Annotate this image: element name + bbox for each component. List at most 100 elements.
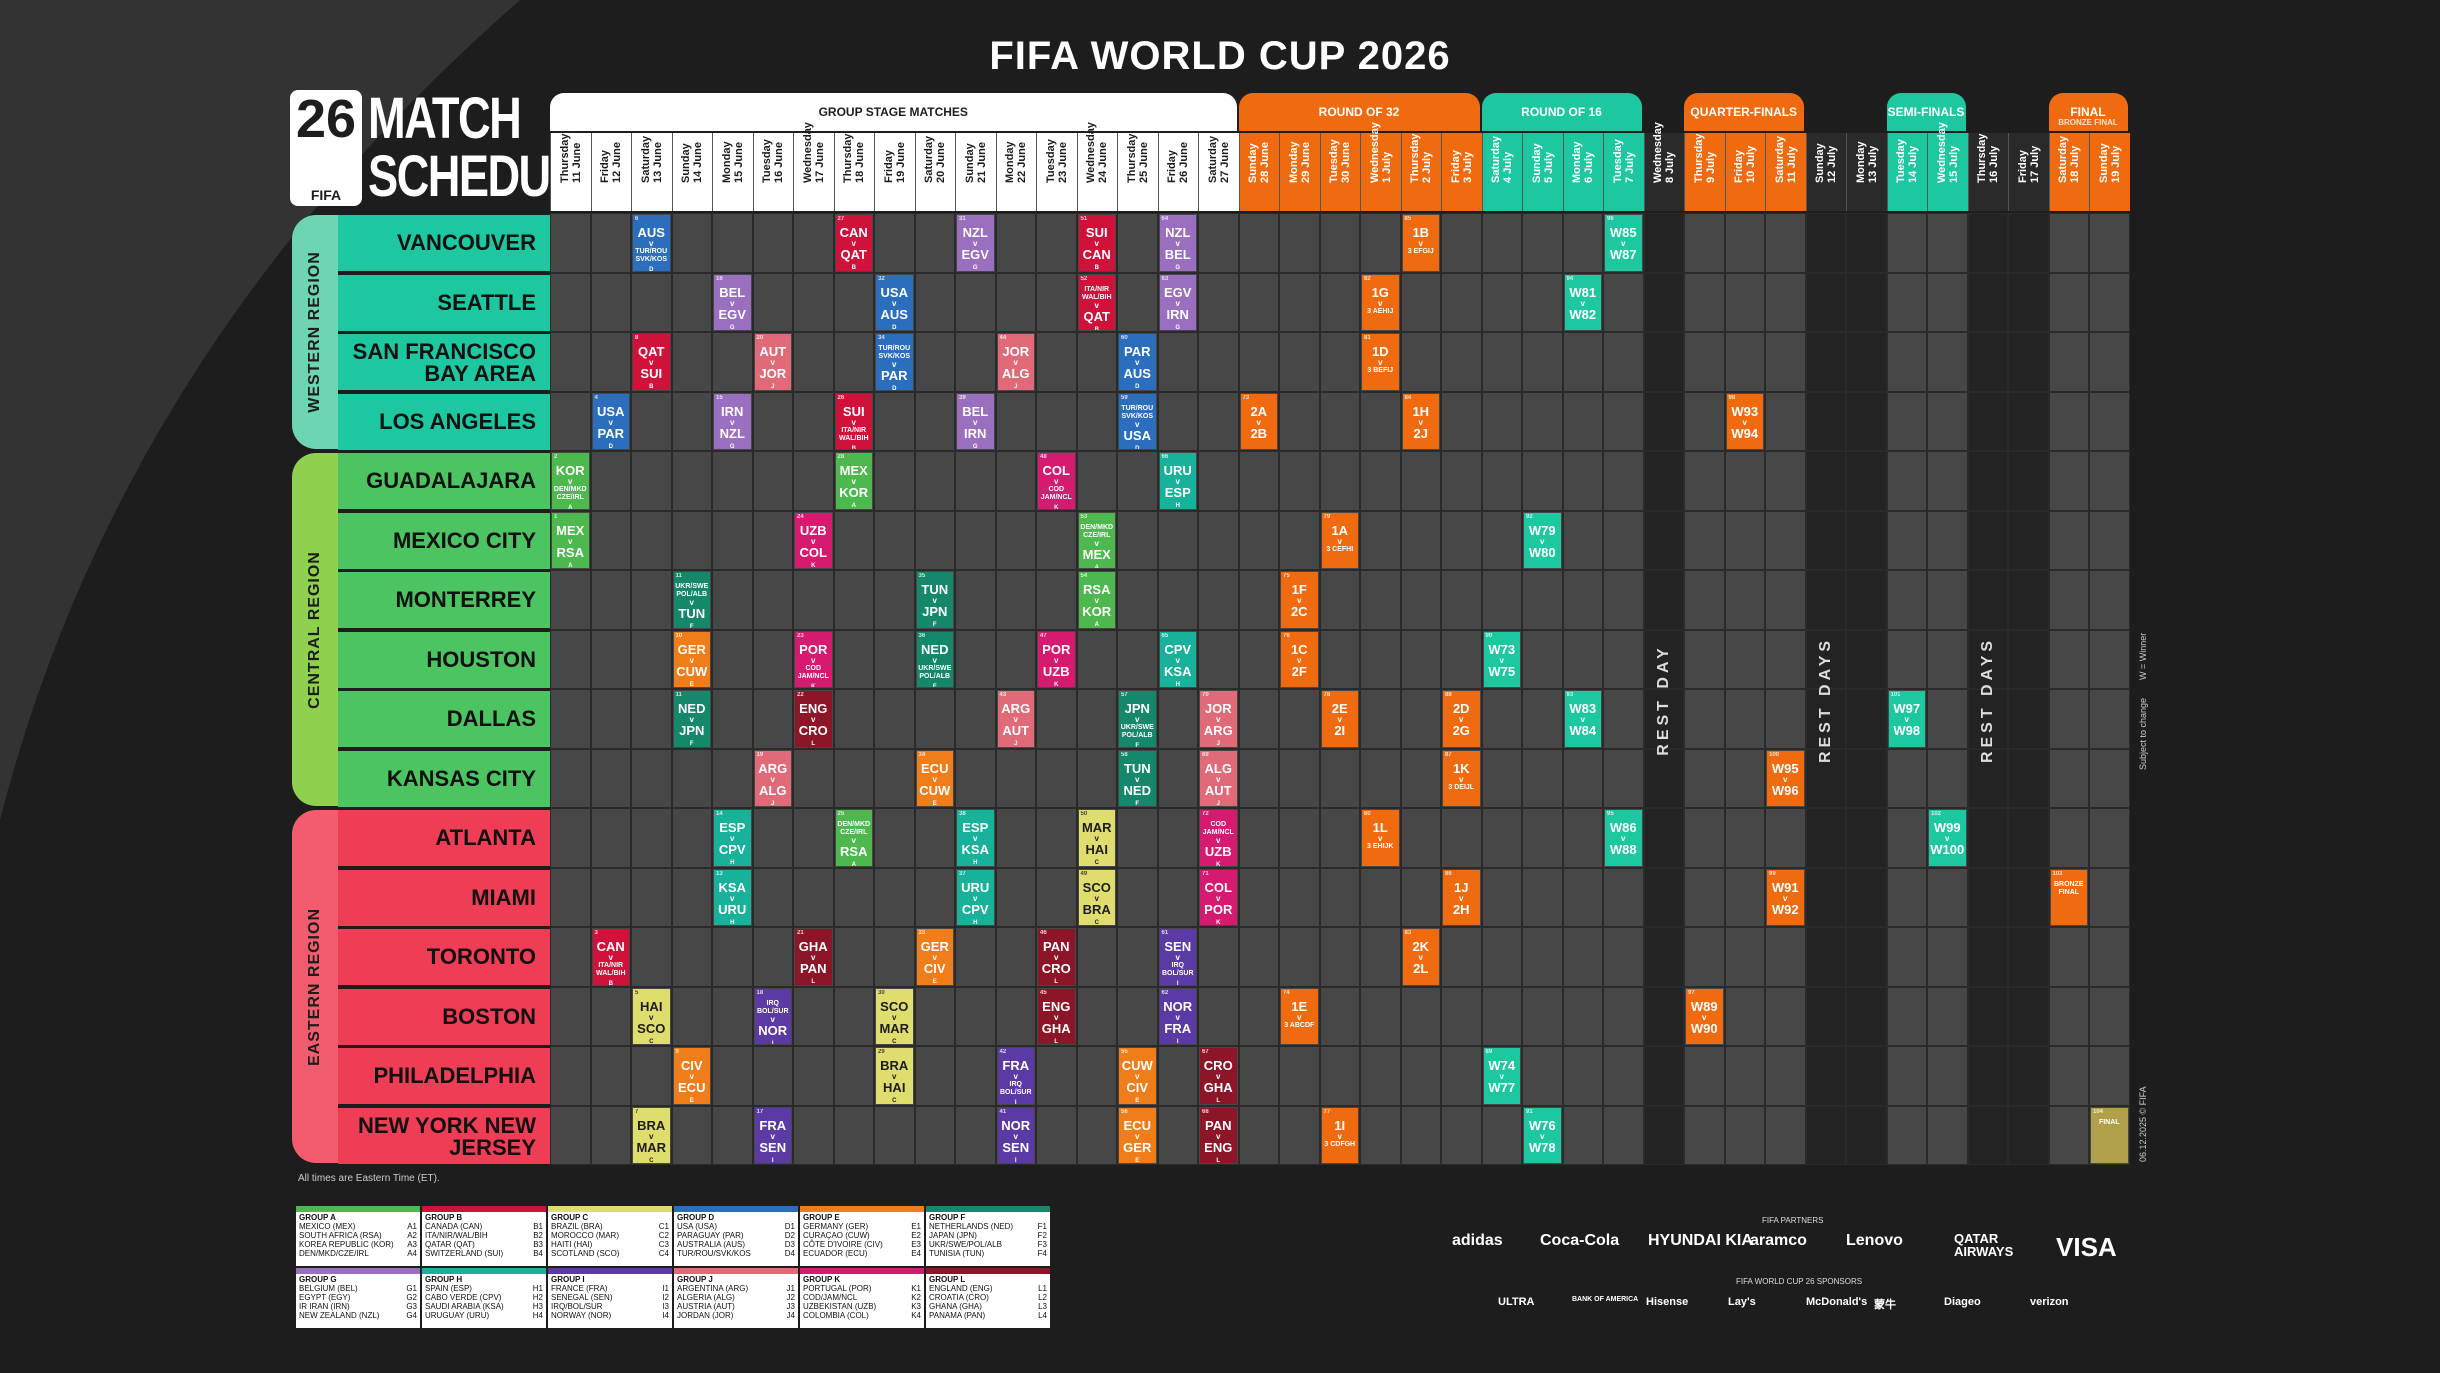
match-tile[interactable]: 22 ENG v CRO L (795, 691, 832, 747)
match-tile[interactable]: 62 NOR v FRA I (1159, 988, 1196, 1044)
match-tile[interactable]: 10 GER v CUW E (673, 631, 710, 687)
match-tile[interactable]: 104 FINAL (2091, 1107, 2128, 1163)
match-tile[interactable]: 77 1I v 3 CDFGH (1321, 1107, 1358, 1163)
match-tile[interactable]: 25 DEN/MKD CZE/IRL v RSA A (835, 810, 872, 866)
match-tile[interactable]: 49 SCO v BRA C (1078, 869, 1115, 925)
match-tile[interactable]: 11 UKR/SWE POL/ALB v TUN F (673, 572, 710, 628)
match-tile[interactable]: 7 BRA v MAR C (633, 1107, 670, 1163)
match-tile[interactable]: 38 ESP v KSA H (957, 810, 994, 866)
match-tile[interactable]: 58 TUN v NED F (1119, 750, 1156, 806)
match-tile[interactable]: 63 EGV v IRN G (1159, 274, 1196, 330)
match-tile[interactable]: 95 W86 v W88 (1605, 810, 1642, 866)
match-tile[interactable]: 19 ARG v ALG J (754, 750, 791, 806)
match-tile[interactable]: 60 PAR v AUS D (1119, 334, 1156, 390)
match-tile[interactable]: 32 USA v AUS D (876, 274, 913, 330)
match-tile[interactable]: 14 ESP v CPV H (714, 810, 751, 866)
match-tile[interactable]: 71 COL v POR K (1200, 869, 1237, 925)
match-tile[interactable]: 50 MAR v HAI C (1078, 810, 1115, 866)
match-tile[interactable]: 103 BRONZE FINAL (2050, 869, 2087, 925)
match-tile[interactable]: 57 JPN v UKR/SWE POL/ALB F (1119, 691, 1156, 747)
match-tile[interactable]: 97 W89 v W90 (1686, 988, 1723, 1044)
match-tile[interactable]: 66 URU v ESP H (1159, 453, 1196, 509)
match-tile[interactable]: 41 NOR v SEN I (997, 1107, 1034, 1163)
match-tile[interactable]: 37 URU v CPV H (957, 869, 994, 925)
match-tile[interactable]: 59 TUR/ROU SVK/KOS v USA D (1119, 393, 1156, 449)
match-tile[interactable]: 86 1J v 2H (1443, 869, 1480, 925)
match-tile[interactable]: 61 SEN v IRQ BOL/SUR I (1159, 929, 1196, 985)
match-tile[interactable]: 51 SUI v CAN B (1078, 215, 1115, 271)
match-tile[interactable]: 101 W97 v W98 (1888, 691, 1925, 747)
match-tile[interactable]: 42 FRA v IRQ BOL/SUR I (997, 1048, 1034, 1104)
match-tile[interactable]: 5 HAI v SCO C (633, 988, 670, 1044)
match-tile[interactable]: 85 1B v 3 EFGIJ (1402, 215, 1439, 271)
match-tile[interactable]: 4 USA v PAR D (592, 393, 629, 449)
match-tile[interactable]: 81 1D v 3 BEFIJ (1362, 334, 1399, 390)
match-tile[interactable]: 94 W81 v W82 (1564, 274, 1601, 330)
match-tile[interactable]: 88 2D v 2G (1443, 691, 1480, 747)
match-tile[interactable]: 76 1C v 2F (1281, 631, 1318, 687)
match-tile[interactable]: 35 TUN v JPN F (916, 572, 953, 628)
match-tile[interactable]: 53 DEN/MKD CZE/IRL v MEX A (1078, 512, 1115, 568)
match-tile[interactable]: 83 2K v 2L (1402, 929, 1439, 985)
match-tile[interactable]: 70 JOR v ARG J (1200, 691, 1237, 747)
match-tile[interactable]: 56 ECU v GER E (1119, 1107, 1156, 1163)
match-tile[interactable]: 33 GER v CIV E (916, 929, 953, 985)
match-tile[interactable]: 39 BEL v IRN G (957, 393, 994, 449)
match-tile[interactable]: 79 1A v 3 CEFHI (1321, 512, 1358, 568)
match-tile[interactable]: 80 1L v 3 EHIJK (1362, 810, 1399, 866)
match-tile[interactable]: 24 UZB v COL K (795, 512, 832, 568)
match-tile[interactable]: 26 SUI v ITA/NIR WAL/BIH B (835, 393, 872, 449)
match-tile[interactable]: 90 W73 v W75 (1483, 631, 1520, 687)
match-tile[interactable]: 13 KSA v URU H (714, 869, 751, 925)
match-tile[interactable]: 34 TUR/ROU SVK/KOS v PAR D (876, 334, 913, 390)
match-tile[interactable]: 102 W99 v W100 (1929, 810, 1966, 866)
match-tile[interactable]: 98 W93 v W94 (1726, 393, 1763, 449)
match-tile[interactable]: 65 CPV v KSA H (1159, 631, 1196, 687)
match-tile[interactable]: 92 W79 v W80 (1524, 512, 1561, 568)
match-tile[interactable]: 96 W85 v W87 (1605, 215, 1642, 271)
match-tile[interactable]: 2 KOR v DEN/MKD CZE/IRL A (552, 453, 589, 509)
match-tile[interactable]: 46 PAN v CRO L (1038, 929, 1075, 985)
match-tile[interactable]: 74 1E v 3 ABCDF (1281, 988, 1318, 1044)
match-tile[interactable]: 78 2E v 2I (1321, 691, 1358, 747)
match-tile[interactable]: 45 ENG v GHA L (1038, 988, 1075, 1044)
match-tile[interactable]: 48 COL v COD JAM/NCL K (1038, 453, 1075, 509)
match-tile[interactable]: 54 RSA v KOR A (1078, 572, 1115, 628)
match-tile[interactable]: 72 COD JAM/NCL v UZB K (1200, 810, 1237, 866)
match-tile[interactable]: 18 IRQ BOL/SUR v NOR I (754, 988, 791, 1044)
match-tile[interactable]: 93 W83 v W84 (1564, 691, 1601, 747)
match-tile[interactable]: 47 POR v UZB K (1038, 631, 1075, 687)
match-tile[interactable]: 15 IRN v NZL G (714, 393, 751, 449)
match-tile[interactable]: 73 2A v 2B (1240, 393, 1277, 449)
match-tile[interactable]: 20 AUT v JOR J (754, 334, 791, 390)
match-tile[interactable]: 34 ECU v CUW E (916, 750, 953, 806)
match-tile[interactable]: 75 1F v 2C (1281, 572, 1318, 628)
match-tile[interactable]: 69 ALG v AUT J (1200, 750, 1237, 806)
match-tile[interactable]: 27 CAN v QAT B (835, 215, 872, 271)
match-tile[interactable]: 36 NED v UKR/SWE POL/ALB F (916, 631, 953, 687)
match-tile[interactable]: 99 W91 v W92 (1767, 869, 1804, 925)
match-tile[interactable]: 43 ARG v AUT J (997, 691, 1034, 747)
match-tile[interactable]: 64 NZL v BEL G (1159, 215, 1196, 271)
match-tile[interactable]: 28 MEX v KOR A (835, 453, 872, 509)
match-tile[interactable]: 67 CRO v GHA L (1200, 1048, 1237, 1104)
match-tile[interactable]: 31 NZL v EGV G (957, 215, 994, 271)
match-tile[interactable]: 82 1G v 3 AEHIJ (1362, 274, 1399, 330)
match-tile[interactable]: 23 POR v COD JAM/NCL K (795, 631, 832, 687)
match-tile[interactable]: 29 BRA v HAI C (876, 1048, 913, 1104)
match-tile[interactable]: 91 W76 v W78 (1524, 1107, 1561, 1163)
match-tile[interactable]: 9 CIV v ECU E (673, 1048, 710, 1104)
match-tile[interactable]: 6 AUS v TUR/ROU SVK/KOS D (633, 215, 670, 271)
match-tile[interactable]: 3 CAN v ITA/NIR WAL/BIH B (592, 929, 629, 985)
match-tile[interactable]: 16 BEL v EGV G (714, 274, 751, 330)
match-tile[interactable]: 44 JOR v ALG J (997, 334, 1034, 390)
match-tile[interactable]: 68 PAN v ENG L (1200, 1107, 1237, 1163)
match-tile[interactable]: 89 W74 v W77 (1483, 1048, 1520, 1104)
match-tile[interactable]: 1 MEX v RSA A (552, 512, 589, 568)
match-tile[interactable]: 100 W95 v W96 (1767, 750, 1804, 806)
match-tile[interactable]: 55 CUW v CIV E (1119, 1048, 1156, 1104)
match-tile[interactable]: 87 1K v 3 DEIJL (1443, 750, 1480, 806)
match-tile[interactable]: 21 GHA v PAN L (795, 929, 832, 985)
match-tile[interactable]: 17 FRA v SEN I (754, 1107, 791, 1163)
match-tile[interactable]: 52 ITA/NIR WAL/BIH v QAT B (1078, 274, 1115, 330)
